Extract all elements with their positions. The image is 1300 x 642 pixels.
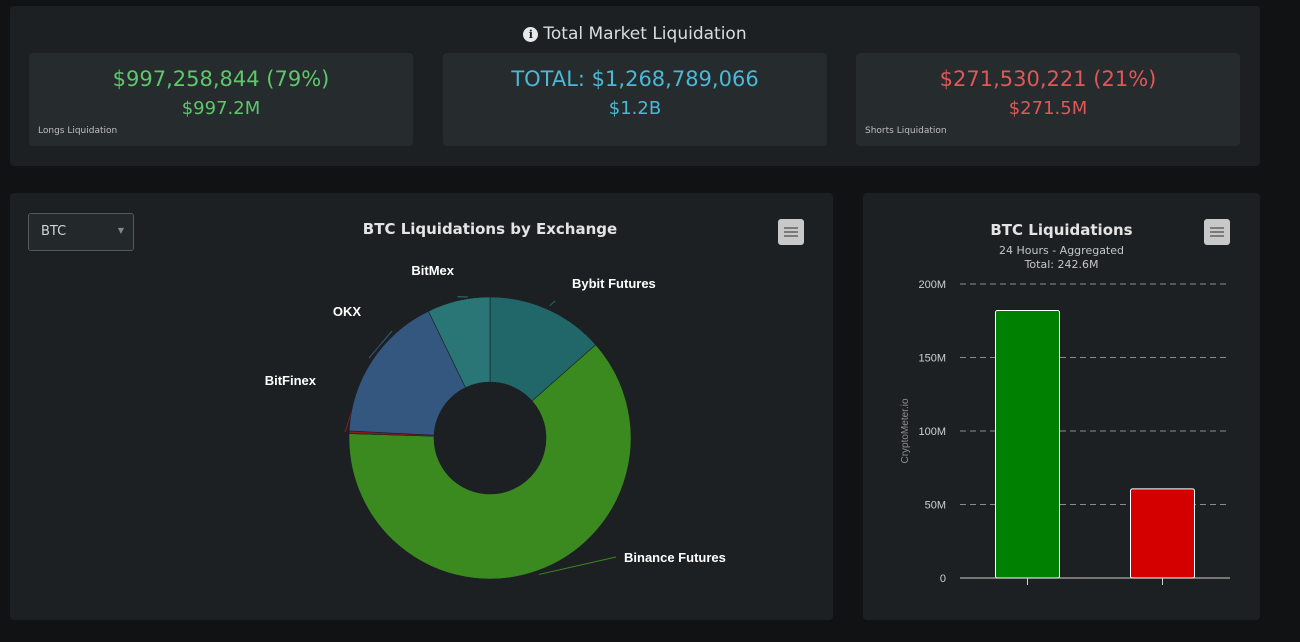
shorts-liquidation-value: $271,530,221 (21%) (939, 67, 1157, 91)
pie-chart-title: BTC Liquidations by Exchange (362, 220, 618, 238)
total-liquidation-value: TOTAL: $1,268,789,066 (511, 67, 759, 91)
shorts-liquidation-short: $271.5M (1008, 98, 1088, 119)
hamburger-menu-icon[interactable] (1204, 219, 1230, 245)
coin-select[interactable]: BTC ▼ (28, 213, 134, 251)
bar-chart-title: BTC Liquidations (990, 221, 1133, 239)
pie-chart: Bybit Futures Binance Futures BitFinex OKX B… (265, 263, 726, 580)
exchange-liquidations-panel: BTC ▼ BTC Liquidations by Exchange Bybit… (10, 193, 833, 620)
y-tick-label: 100M (918, 426, 946, 438)
pie-label: BitMex (411, 263, 454, 278)
pie-label: BitFinex (265, 373, 317, 388)
bar-chart-subtitle: 24 Hours - Aggregated (998, 244, 1124, 257)
pie-label: Bybit Futures (572, 276, 656, 291)
longs-liquidation-short: $997.2M (181, 98, 261, 119)
y-tick-label: 150M (918, 353, 946, 365)
info-icon[interactable]: i (523, 27, 539, 42)
shorts-liquidation-caption: Shorts Liquidation (865, 126, 947, 136)
longs-liquidation-card: $997,258,844 (79%) $997.2M Longs Liquida… (29, 53, 413, 146)
bar[interactable] (995, 309, 1060, 579)
pie-slice-bybit-futures[interactable] (489, 296, 597, 402)
pie-connector (368, 330, 393, 359)
y-tick-label: 0 (940, 573, 946, 585)
bar-chart-total: Total: 242.6M (1024, 258, 1099, 271)
watermark: CryptoMeter.io (900, 398, 911, 463)
y-tick-label: 200M (918, 279, 946, 291)
panel-title-text: Total Market Liquidation (543, 24, 747, 44)
total-liquidation-short: $1.2B (608, 98, 662, 119)
longs-liquidation-value: $997,258,844 (79%) (112, 67, 330, 91)
longs-liquidation-caption: Longs Liquidation (38, 126, 118, 136)
pie-slice-okx[interactable] (348, 310, 466, 436)
pie-slice-binance-futures[interactable] (348, 344, 632, 580)
btc-liquidations-panel: BTC Liquidations 24 Hours - Aggregated T… (863, 193, 1260, 620)
bar[interactable] (1130, 488, 1195, 579)
hamburger-menu-icon[interactable] (778, 219, 804, 245)
chevron-down-icon: ▼ (117, 226, 124, 235)
pie-label: Binance Futures (624, 550, 726, 565)
pie-connector (539, 556, 617, 575)
y-tick-label: 50M (925, 500, 946, 512)
pie-label: OKX (333, 304, 362, 319)
coin-select-value: BTC (41, 224, 67, 239)
pie-connector (549, 300, 556, 307)
shorts-liquidation-card: $271,530,221 (21%) $271.5M Shorts Liquid… (856, 53, 1240, 146)
bar-chart: 0 50M 100M 150M 200M CryptoMeter.io (900, 279, 1230, 585)
panel-title: i Total Market Liquidation (10, 24, 1260, 44)
total-market-liquidation-panel: i Total Market Liquidation $997,258,844 (… (10, 6, 1260, 166)
pie-slice-bitmex[interactable] (427, 296, 491, 389)
total-liquidation-card: TOTAL: $1,268,789,066 $1.2B (443, 53, 827, 146)
